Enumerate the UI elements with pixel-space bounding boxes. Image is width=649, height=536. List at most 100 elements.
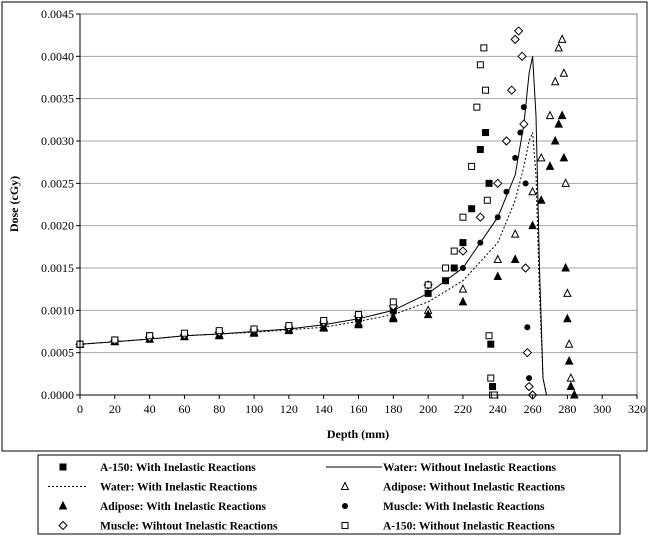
data-point <box>423 309 433 319</box>
data-point <box>482 86 490 94</box>
data-point <box>522 180 529 187</box>
data-point <box>566 372 576 382</box>
y-tick-label: 0.0015 <box>41 261 74 275</box>
legend-label: Adipose: With Inelastic Reactions <box>100 501 267 513</box>
data-point <box>510 254 520 264</box>
y-tick-label: 0.0005 <box>41 346 74 360</box>
data-point <box>146 332 154 340</box>
legend-entry: Muscle: Wihtout Inelastic Reactions <box>58 521 278 533</box>
data-point <box>442 264 450 272</box>
data-point <box>355 311 362 319</box>
data-point <box>528 186 537 196</box>
data-point <box>285 322 293 330</box>
data-point <box>520 104 527 111</box>
data-point <box>536 195 546 204</box>
data-point <box>489 383 497 391</box>
data-point <box>522 347 533 358</box>
data-point <box>468 205 476 213</box>
data-point <box>468 162 476 170</box>
legend-label: Muscle: With Inelastic Reactions <box>383 501 545 513</box>
chart-outline <box>1 1 648 452</box>
x-tick-label: 240 <box>489 402 507 416</box>
data-point <box>510 34 520 45</box>
data-point <box>319 322 328 332</box>
data-point <box>480 44 488 52</box>
y-tick-label: 0.0030 <box>41 134 74 148</box>
data-point <box>459 265 466 271</box>
data-point <box>517 51 527 62</box>
legend-entry: Adipose: With Inelastic Reactions <box>58 500 267 513</box>
data-point <box>526 375 533 382</box>
data-point <box>389 298 397 306</box>
data-point <box>354 319 363 329</box>
data-point <box>524 324 531 331</box>
y-tick-label: 0.0040 <box>41 49 74 63</box>
y-tick-label: 0.0035 <box>41 92 74 106</box>
x-tick-label: 320 <box>628 402 646 416</box>
legend-label: A-150: With Inelastic Reactions <box>100 462 256 474</box>
legend-box <box>37 454 621 535</box>
x-axis-title: Depth (mm) <box>327 427 389 441</box>
data-point <box>564 339 574 348</box>
data-point <box>564 356 574 365</box>
data-point <box>476 61 484 69</box>
x-tick-label: 260 <box>524 402 542 416</box>
y-tick-label: 0.0010 <box>41 303 74 317</box>
data-point <box>506 85 517 95</box>
data-point <box>424 281 432 289</box>
data-point <box>483 196 491 204</box>
y-tick-label: 0.0020 <box>41 219 74 233</box>
data-point <box>557 110 567 120</box>
legend-entry: A-150: With Inelastic Reactions <box>59 462 256 474</box>
data-point <box>458 296 468 306</box>
data-point <box>450 264 458 272</box>
data-point <box>458 284 468 293</box>
legend-entry: Muscle: With Inelastic Reactions <box>342 501 545 513</box>
x-tick-label: 140 <box>315 402 333 416</box>
data-point <box>554 42 563 52</box>
legend-swatch <box>342 503 348 509</box>
data-point <box>487 340 495 348</box>
data-point <box>450 247 458 255</box>
data-point <box>536 152 546 162</box>
data-point <box>494 214 501 221</box>
x-tick-label: 80 <box>213 402 225 416</box>
data-point <box>545 110 555 120</box>
data-point <box>476 145 484 153</box>
data-point <box>545 161 555 170</box>
legend-swatch <box>340 481 350 490</box>
data-point <box>250 325 258 333</box>
data-point <box>563 313 572 323</box>
legend-label: Water: Without Inelastic Reactions <box>383 462 557 474</box>
legend-label: A-150: Without Inelastic Reactions <box>383 521 555 533</box>
data-point <box>473 103 481 111</box>
data-point <box>561 262 570 272</box>
data-point <box>501 136 512 146</box>
data-point <box>459 213 467 221</box>
data-point <box>180 329 188 337</box>
data-point <box>554 118 563 128</box>
data-point <box>493 271 503 280</box>
data-point <box>458 246 468 256</box>
data-point <box>493 254 503 264</box>
y-tick-label: 0.0045 <box>41 7 74 21</box>
data-point <box>566 381 576 391</box>
y-tick-label: 0.0000 <box>41 388 74 402</box>
data-point <box>459 239 467 247</box>
data-point <box>475 212 486 222</box>
x-tick-label: 100 <box>245 402 263 416</box>
data-point <box>519 119 529 129</box>
data-point <box>389 313 398 323</box>
data-point <box>111 336 119 344</box>
data-point <box>561 178 570 187</box>
y-tick-label: 0.0025 <box>41 176 74 190</box>
x-tick-label: 180 <box>384 402 402 416</box>
data-point <box>524 381 534 392</box>
y-axis-title: Dose (cGy) <box>7 176 21 232</box>
legend-swatch <box>341 522 349 529</box>
data-point <box>477 239 484 246</box>
axis-layer: 0.0000 0.0005 0.0010 0.0015 0.0020 0.0025 0.00… <box>41 7 646 416</box>
data-point <box>513 26 524 36</box>
legend-entry: A-150: Without Inelastic Reactions <box>341 521 555 533</box>
data-point <box>442 277 450 285</box>
